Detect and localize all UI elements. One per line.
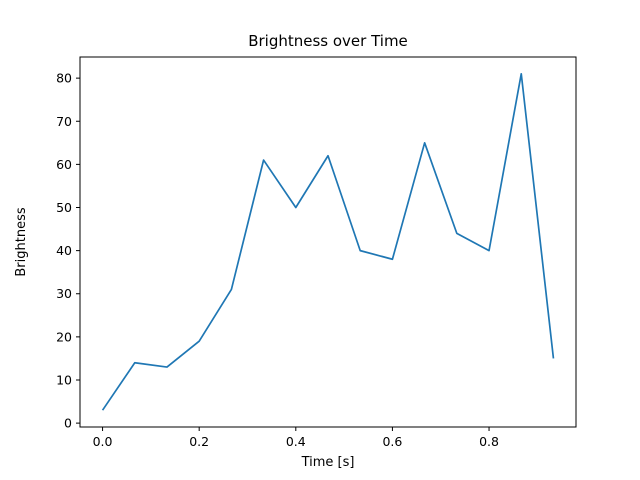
x-tick-label: 0.8 [479, 434, 499, 449]
y-axis-label: Brightness [14, 207, 29, 276]
chart-title: Brightness over Time [248, 32, 408, 50]
x-axis-label: Time [s] [301, 455, 355, 470]
plot-area [79, 56, 577, 428]
y-tick-label: 20 [56, 329, 72, 344]
x-tick-label: 0.6 [382, 434, 402, 449]
generated-chart-content: 0.0 0.2 0.4 0.6 0.8 0 10 20 30 40 50 60 70 80 [56, 71, 555, 449]
y-tick-label: 60 [56, 157, 72, 172]
y-tick-label: 80 [56, 71, 72, 86]
x-tick-label: 0.0 [93, 434, 113, 449]
brightness-line [101, 72, 555, 411]
y-tick-label: 0 [64, 416, 72, 431]
y-tick-label: 40 [56, 243, 72, 258]
y-tick-label: 30 [56, 286, 72, 301]
y-tick-label: 50 [56, 200, 72, 215]
y-tick-label: 70 [56, 114, 72, 129]
y-tick-label: 10 [56, 372, 72, 387]
x-tick-label: 0.2 [189, 434, 209, 449]
x-tick-label: 0.4 [286, 434, 306, 449]
